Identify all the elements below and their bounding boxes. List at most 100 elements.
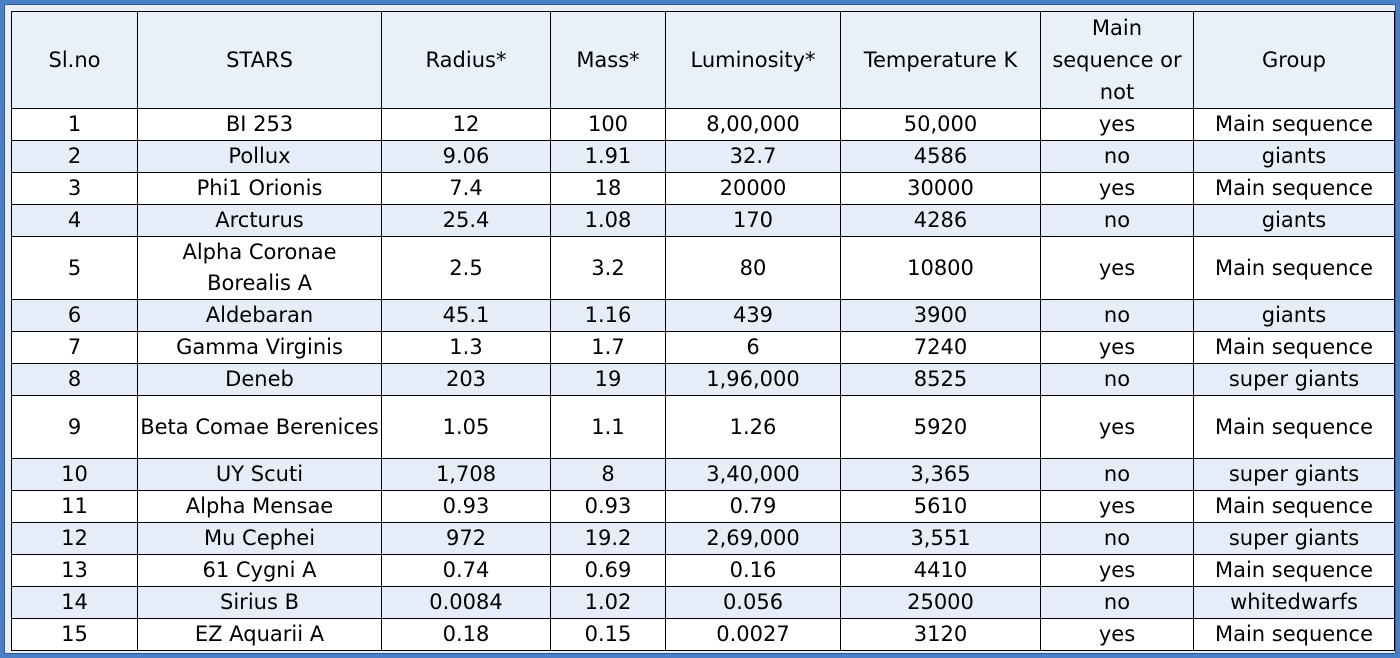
cell-temperature: 4410 [840, 554, 1041, 587]
cell-mass: 19.2 [550, 522, 666, 555]
cell-star-name: EZ Aquarii A [137, 618, 382, 651]
cell-temperature: 3120 [840, 618, 1041, 651]
cell-sl-no: 6 [11, 299, 138, 332]
cell-mass: 0.15 [550, 618, 666, 651]
cell-luminosity: 0.056 [665, 586, 841, 619]
cell-main-sequence: yes [1040, 490, 1194, 523]
cell-luminosity: 0.0027 [665, 618, 841, 651]
table-row: 12 Mu Cephei 972 19.2 2,69,000 3,551 no super g… [11, 522, 1395, 555]
cell-radius: 203 [381, 363, 551, 396]
cell-mass: 1.02 [550, 586, 666, 619]
cell-temperature: 3,365 [840, 458, 1041, 491]
cell-group: Main sequence [1193, 554, 1395, 587]
cell-sl-no: 4 [11, 204, 138, 237]
cell-radius: 1.05 [381, 395, 551, 459]
cell-temperature: 3,551 [840, 522, 1041, 555]
table-row: 10 UY Scuti 1,708 8 3,40,000 3,365 no super gia… [11, 458, 1395, 491]
cell-temperature: 7240 [840, 331, 1041, 364]
cell-main-sequence: no [1040, 458, 1194, 491]
table-row: 14 Sirius B 0.0084 1.02 0.056 25000 no whitedwa… [11, 586, 1395, 619]
cell-group: giants [1193, 204, 1395, 237]
cell-luminosity: 1.26 [665, 395, 841, 459]
table-row: 5 Alpha Coronae Borealis A 2.5 3.2 80 10800 ye… [11, 236, 1395, 300]
cell-mass: 19 [550, 363, 666, 396]
cell-radius: 2.5 [381, 236, 551, 300]
cell-main-sequence: yes [1040, 172, 1194, 205]
cell-sl-no: 13 [11, 554, 138, 587]
header-row: Sl.no STARS Radius* Mass* Luminosity* Te… [11, 11, 1395, 109]
cell-star-name: Deneb [137, 363, 382, 396]
table-row: 13 61 Cygni A 0.74 0.69 0.16 4410 yes Main sequ… [11, 554, 1395, 587]
cell-group: super giants [1193, 458, 1395, 491]
header-temperature: Temperature K [840, 11, 1041, 109]
cell-star-name: Alpha Mensae [137, 490, 382, 523]
cell-mass: 8 [550, 458, 666, 491]
cell-radius: 12 [381, 108, 551, 141]
cell-radius: 7.4 [381, 172, 551, 205]
cell-temperature: 4286 [840, 204, 1041, 237]
cell-main-sequence: no [1040, 586, 1194, 619]
cell-sl-no: 15 [11, 618, 138, 651]
table-row: 2 Pollux 9.06 1.91 32.7 4586 no giants [11, 140, 1395, 173]
cell-star-name: Arcturus [137, 204, 382, 237]
cell-main-sequence: yes [1040, 236, 1194, 300]
cell-sl-no: 3 [11, 172, 138, 205]
cell-radius: 1,708 [381, 458, 551, 491]
cell-temperature: 8525 [840, 363, 1041, 396]
cell-star-name: Pollux [137, 140, 382, 173]
stars-table: Sl.no STARS Radius* Mass* Luminosity* Te… [11, 11, 1395, 651]
header-group: Group [1193, 11, 1395, 109]
cell-sl-no: 10 [11, 458, 138, 491]
cell-sl-no: 14 [11, 586, 138, 619]
table-row: 1 BI 253 12 100 8,00,000 50,000 yes Main sequen… [11, 108, 1395, 141]
cell-radius: 1.3 [381, 331, 551, 364]
cell-main-sequence: yes [1040, 395, 1194, 459]
cell-mass: 1.16 [550, 299, 666, 332]
cell-mass: 3.2 [550, 236, 666, 300]
cell-mass: 1.08 [550, 204, 666, 237]
cell-main-sequence: no [1040, 522, 1194, 555]
header-mass: Mass* [550, 11, 666, 109]
cell-radius: 0.93 [381, 490, 551, 523]
cell-group: Main sequence [1193, 236, 1395, 300]
cell-star-name: Alpha Coronae Borealis A [137, 236, 382, 300]
cell-sl-no: 2 [11, 140, 138, 173]
cell-mass: 0.69 [550, 554, 666, 587]
cell-main-sequence: no [1040, 204, 1194, 237]
cell-star-name: BI 253 [137, 108, 382, 141]
cell-luminosity: 80 [665, 236, 841, 300]
cell-star-name: Phi1 Orionis [137, 172, 382, 205]
cell-group: super giants [1193, 522, 1395, 555]
cell-group: Main sequence [1193, 490, 1395, 523]
cell-star-name: Sirius B [137, 586, 382, 619]
header-main-sequence: Main sequence or not [1040, 11, 1194, 109]
table-row: 6 Aldebaran 45.1 1.16 439 3900 no giants [11, 299, 1395, 332]
cell-main-sequence: no [1040, 363, 1194, 396]
table-row: 7 Gamma Virginis 1.3 1.7 6 7240 yes Main sequen… [11, 331, 1395, 364]
cell-group: Main sequence [1193, 618, 1395, 651]
cell-temperature: 25000 [840, 586, 1041, 619]
header-sl-no: Sl.no [11, 11, 138, 109]
cell-mass: 0.93 [550, 490, 666, 523]
cell-luminosity: 6 [665, 331, 841, 364]
cell-temperature: 4586 [840, 140, 1041, 173]
cell-main-sequence: yes [1040, 108, 1194, 141]
cell-radius: 0.74 [381, 554, 551, 587]
cell-radius: 45.1 [381, 299, 551, 332]
cell-main-sequence: yes [1040, 331, 1194, 364]
cell-luminosity: 0.16 [665, 554, 841, 587]
cell-sl-no: 12 [11, 522, 138, 555]
cell-group: whitedwarfs [1193, 586, 1395, 619]
cell-temperature: 3900 [840, 299, 1041, 332]
cell-temperature: 30000 [840, 172, 1041, 205]
cell-sl-no: 1 [11, 108, 138, 141]
cell-main-sequence: no [1040, 140, 1194, 173]
table-row: 15 EZ Aquarii A 0.18 0.15 0.0027 3120 yes Main … [11, 618, 1395, 651]
cell-star-name: Gamma Virginis [137, 331, 382, 364]
table-row: 8 Deneb 203 19 1,96,000 8525 no super giants [11, 363, 1395, 396]
cell-sl-no: 11 [11, 490, 138, 523]
cell-mass: 100 [550, 108, 666, 141]
cell-luminosity: 1,96,000 [665, 363, 841, 396]
cell-luminosity: 170 [665, 204, 841, 237]
cell-main-sequence: no [1040, 299, 1194, 332]
